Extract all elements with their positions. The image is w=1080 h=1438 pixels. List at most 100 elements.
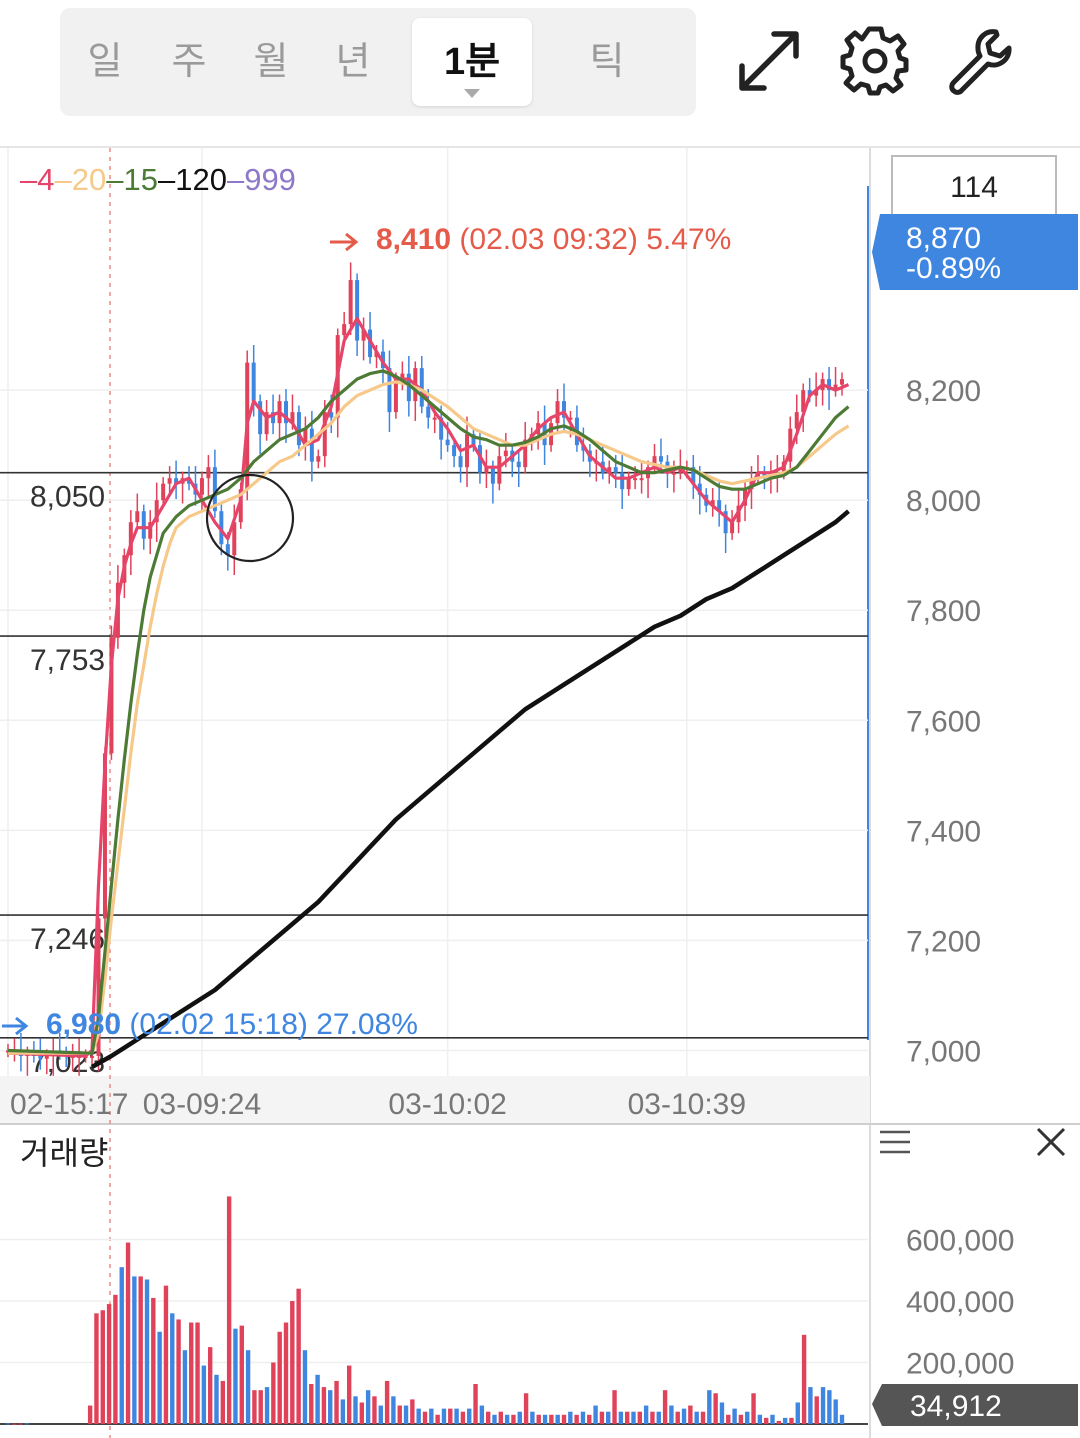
volume-bar (189, 1322, 194, 1424)
candle (419, 368, 424, 407)
close-icon[interactable] (1036, 1127, 1066, 1157)
candle (452, 445, 457, 457)
volume-bar (707, 1390, 712, 1424)
candle (465, 434, 470, 468)
volume-bar (467, 1408, 472, 1424)
candle (626, 478, 631, 490)
candle (840, 379, 844, 385)
volume-bar (612, 1390, 617, 1424)
candle (309, 428, 314, 462)
volume-bar (517, 1411, 522, 1424)
candle (161, 483, 166, 501)
volume-bar (24, 1423, 30, 1425)
candle (484, 467, 489, 473)
period-tab[interactable]: 1분 (412, 18, 532, 106)
volume-bar (87, 1405, 93, 1424)
candle (471, 434, 476, 446)
volume-bar (391, 1396, 396, 1424)
candle (607, 467, 612, 473)
arrow-right-icon (330, 232, 359, 252)
menu-icon[interactable] (880, 1130, 910, 1154)
expand-icon[interactable] (734, 26, 804, 96)
legend-label: 15 (123, 162, 157, 197)
candle (639, 478, 644, 481)
candle (439, 417, 444, 440)
volume-bar (473, 1384, 478, 1424)
volume-bar (618, 1411, 624, 1424)
count-box[interactable] (891, 155, 1057, 217)
volume-bar (309, 1384, 314, 1424)
chart-area[interactable]: 8,200 8,000 7,800 7,600 7,400 7,200 7,000 02-15… (0, 148, 1080, 1438)
volume-bar (296, 1288, 301, 1424)
volume-bar (814, 1396, 819, 1424)
period-tab[interactable]: 년 (318, 8, 388, 116)
candle (658, 456, 663, 462)
candle (322, 412, 327, 457)
candle (102, 753, 107, 919)
high-price-annotation: 8,410 (02.03 09:32) 5.47% (376, 223, 731, 256)
period-tab-label: 년 (335, 41, 371, 83)
volume-bar (650, 1411, 655, 1424)
volume-bar (195, 1322, 200, 1424)
volume-bar (214, 1374, 219, 1424)
legend-dash: – (158, 162, 176, 197)
volume-bar (536, 1414, 541, 1424)
candle (697, 483, 702, 495)
volume-bar (321, 1387, 327, 1424)
volume-bar (770, 1414, 775, 1424)
gear-icon[interactable] (840, 26, 910, 96)
volume-bar (258, 1390, 263, 1424)
candle (568, 417, 573, 420)
volume-bar (776, 1420, 782, 1424)
volume-bar (151, 1297, 156, 1424)
candle (426, 406, 431, 418)
candle (613, 467, 618, 473)
volume-bar (340, 1399, 346, 1424)
candle (710, 500, 715, 506)
candle (833, 384, 838, 391)
candle (329, 412, 334, 418)
candle (303, 428, 308, 446)
volume-bar (220, 1380, 226, 1424)
volume-bar (397, 1405, 402, 1424)
candle (135, 511, 140, 523)
period-tab[interactable]: 틱 (572, 8, 642, 116)
volume-bar (239, 1325, 244, 1424)
volume-bar (827, 1390, 832, 1424)
candle (788, 428, 793, 462)
volume-bar (669, 1405, 674, 1424)
period-tab[interactable]: 일 (70, 8, 140, 116)
volume-bar (555, 1414, 560, 1424)
candle (174, 478, 179, 484)
volume-bar (138, 1276, 143, 1424)
circle-marker (205, 473, 295, 563)
volume-bar (201, 1365, 207, 1424)
volume-bar (549, 1414, 554, 1424)
candle (445, 439, 450, 446)
volume-bar (839, 1414, 845, 1424)
volume-bar (763, 1417, 769, 1424)
period-tab[interactable]: 월 (236, 8, 306, 116)
candle (490, 467, 495, 484)
wrench-icon[interactable] (946, 26, 1016, 96)
volume-bar (606, 1411, 611, 1424)
volume-bar (656, 1411, 661, 1424)
volume-bar (643, 1405, 649, 1424)
volume-bar (378, 1405, 383, 1424)
volume-bar (170, 1313, 175, 1424)
candle (316, 456, 321, 462)
volume-bar (277, 1331, 282, 1424)
legend-label: 999 (244, 162, 296, 197)
period-tab[interactable]: 주 (154, 8, 224, 116)
current-price-tag (872, 214, 1078, 290)
volume-bars (5, 1196, 845, 1425)
low-price: 6,980 (46, 1008, 121, 1041)
volume-bar (460, 1411, 466, 1424)
x-tick-label: 03-09:24 (143, 1088, 261, 1121)
volume-bar (113, 1294, 118, 1424)
volume-bar (18, 1423, 23, 1425)
volume-bar (125, 1242, 131, 1424)
y-tick-label: 7,600 (906, 705, 981, 738)
volume-bar (789, 1417, 794, 1424)
volume-bar (574, 1414, 579, 1424)
